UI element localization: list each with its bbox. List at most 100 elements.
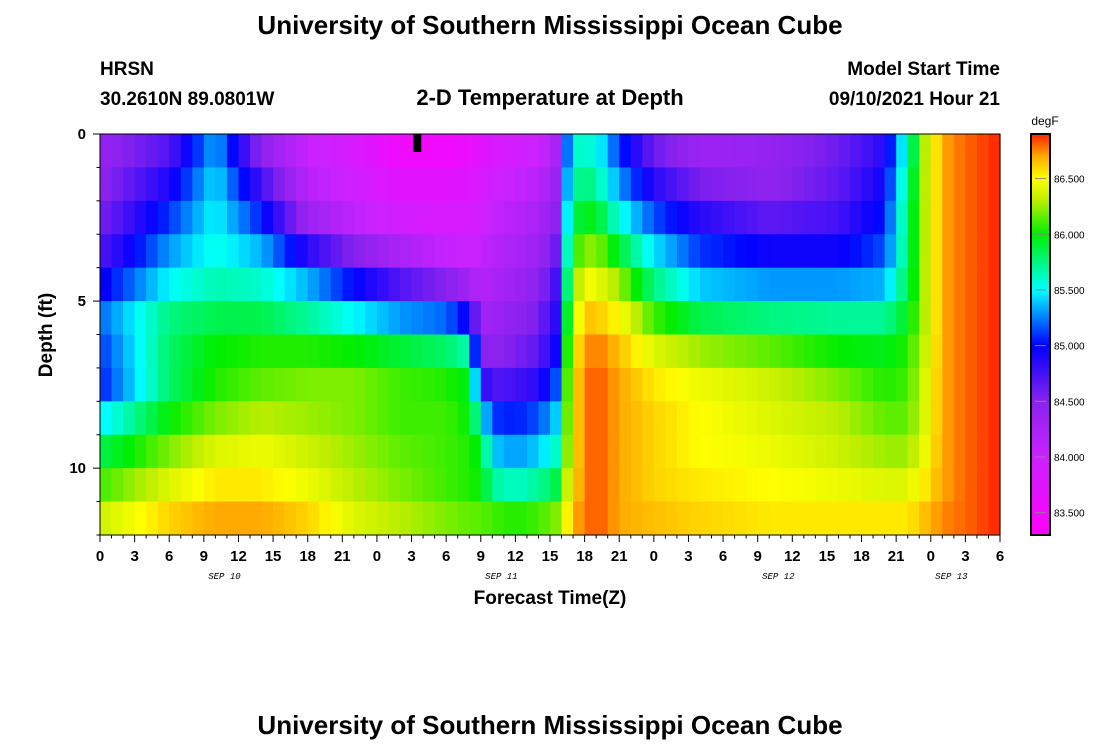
heatmap-cell bbox=[711, 367, 724, 402]
heatmap-cell bbox=[653, 334, 666, 369]
heatmap-cell bbox=[884, 434, 897, 469]
heatmap-cell bbox=[457, 200, 470, 235]
heatmap-cell bbox=[342, 334, 355, 369]
heatmap-cell bbox=[561, 401, 574, 436]
heatmap-cell bbox=[226, 367, 240, 402]
heatmap-cell bbox=[353, 468, 366, 503]
heatmap-cell bbox=[284, 200, 297, 235]
heatmap-cell bbox=[815, 468, 828, 503]
heatmap-cell bbox=[480, 367, 493, 402]
heatmap-cell bbox=[492, 234, 505, 269]
heatmap-cell bbox=[630, 468, 643, 503]
heatmap-cell bbox=[942, 501, 955, 536]
heatmap-cell bbox=[457, 434, 470, 469]
heatmap-cell bbox=[596, 200, 609, 235]
heatmap-cell bbox=[215, 401, 228, 436]
x-date-label: SEP 13 bbox=[935, 572, 968, 582]
heatmap-cell bbox=[653, 134, 666, 169]
heatmap-cell bbox=[607, 501, 620, 536]
heatmap-cell bbox=[388, 134, 401, 169]
heatmap-cell bbox=[111, 468, 124, 503]
heatmap-cell bbox=[861, 501, 874, 536]
heatmap-cell bbox=[711, 134, 724, 169]
heatmap-cell bbox=[803, 401, 816, 436]
heatmap-cell bbox=[284, 301, 297, 336]
heatmap-cell bbox=[503, 468, 516, 503]
heatmap-cell bbox=[700, 401, 713, 436]
heatmap-cell bbox=[653, 468, 666, 503]
heatmap-cell bbox=[446, 501, 459, 536]
colorbar bbox=[1030, 133, 1051, 536]
heatmap-cell bbox=[515, 434, 528, 469]
heatmap-cell bbox=[584, 234, 597, 269]
heatmap-cell bbox=[792, 301, 805, 336]
heatmap-cell bbox=[226, 434, 240, 469]
heatmap-cell bbox=[515, 501, 528, 536]
heatmap-cell bbox=[780, 200, 793, 235]
heatmap-cell bbox=[826, 267, 840, 302]
heatmap-cell bbox=[676, 468, 690, 503]
heatmap-cell bbox=[111, 134, 124, 169]
heatmap-cell bbox=[850, 501, 863, 536]
heatmap-cell bbox=[596, 334, 609, 369]
heatmap-cell bbox=[803, 301, 816, 336]
heatmap-cell bbox=[319, 267, 332, 302]
heatmap-cell bbox=[619, 167, 632, 202]
heatmap-cell bbox=[307, 234, 320, 269]
heatmap-cell bbox=[180, 501, 193, 536]
heatmap-cell bbox=[873, 434, 886, 469]
heatmap-cell bbox=[526, 200, 540, 235]
heatmap-cell bbox=[273, 468, 286, 503]
heatmap-cell bbox=[815, 401, 828, 436]
heatmap-cell bbox=[457, 367, 470, 402]
heatmap-cell bbox=[526, 234, 540, 269]
heatmap-cell bbox=[596, 401, 609, 436]
heatmap-cell bbox=[746, 267, 759, 302]
heatmap-cell bbox=[515, 200, 528, 235]
heatmap-cell bbox=[111, 401, 124, 436]
heatmap-cell bbox=[700, 468, 713, 503]
heatmap-cell bbox=[930, 501, 943, 536]
heatmap-cell bbox=[630, 267, 643, 302]
heatmap-cell bbox=[492, 367, 505, 402]
heatmap-cell bbox=[607, 468, 620, 503]
heatmap-cell bbox=[769, 334, 782, 369]
heatmap-cell bbox=[538, 167, 551, 202]
colorbar-tick-label: 85.500 bbox=[1054, 286, 1085, 297]
heatmap-cell bbox=[861, 267, 874, 302]
heatmap-cell bbox=[134, 367, 147, 402]
heatmap-cell bbox=[919, 501, 932, 536]
heatmap-cell bbox=[146, 167, 159, 202]
heatmap-cell bbox=[296, 367, 309, 402]
heatmap-cell bbox=[434, 334, 447, 369]
heatmap-cell bbox=[261, 401, 274, 436]
heatmap-cell bbox=[734, 167, 747, 202]
heatmap-cell bbox=[965, 301, 978, 336]
heatmap-cell bbox=[953, 434, 966, 469]
heatmap-cell bbox=[469, 468, 482, 503]
heatmap-cell bbox=[469, 267, 482, 302]
heatmap-cell bbox=[192, 301, 205, 336]
heatmap-cell bbox=[469, 401, 482, 436]
heatmap-cell bbox=[538, 334, 551, 369]
heatmap-cell bbox=[526, 434, 540, 469]
heatmap-cell bbox=[515, 167, 528, 202]
heatmap-cell bbox=[896, 434, 909, 469]
heatmap-cell bbox=[480, 267, 493, 302]
heatmap-cell bbox=[192, 167, 205, 202]
heatmap-cell bbox=[573, 167, 586, 202]
heatmap-cell bbox=[688, 200, 701, 235]
heatmap-cell bbox=[861, 200, 874, 235]
heatmap-cell bbox=[596, 367, 609, 402]
heatmap-cell bbox=[203, 401, 216, 436]
heatmap-cell bbox=[653, 501, 666, 536]
heatmap-cell bbox=[896, 200, 909, 235]
heatmap-cell bbox=[469, 200, 482, 235]
colorbar-ticks: 83.500 84.000 84.500 85.000 85.500 86.000 86.5… bbox=[1035, 175, 1085, 520]
model-start-value: 09/10/2021 Hour 21 bbox=[829, 89, 1001, 110]
heatmap-cell bbox=[100, 367, 113, 402]
heatmap-cell bbox=[480, 501, 493, 536]
heatmap-cell bbox=[619, 434, 632, 469]
heatmap-cell bbox=[653, 167, 666, 202]
